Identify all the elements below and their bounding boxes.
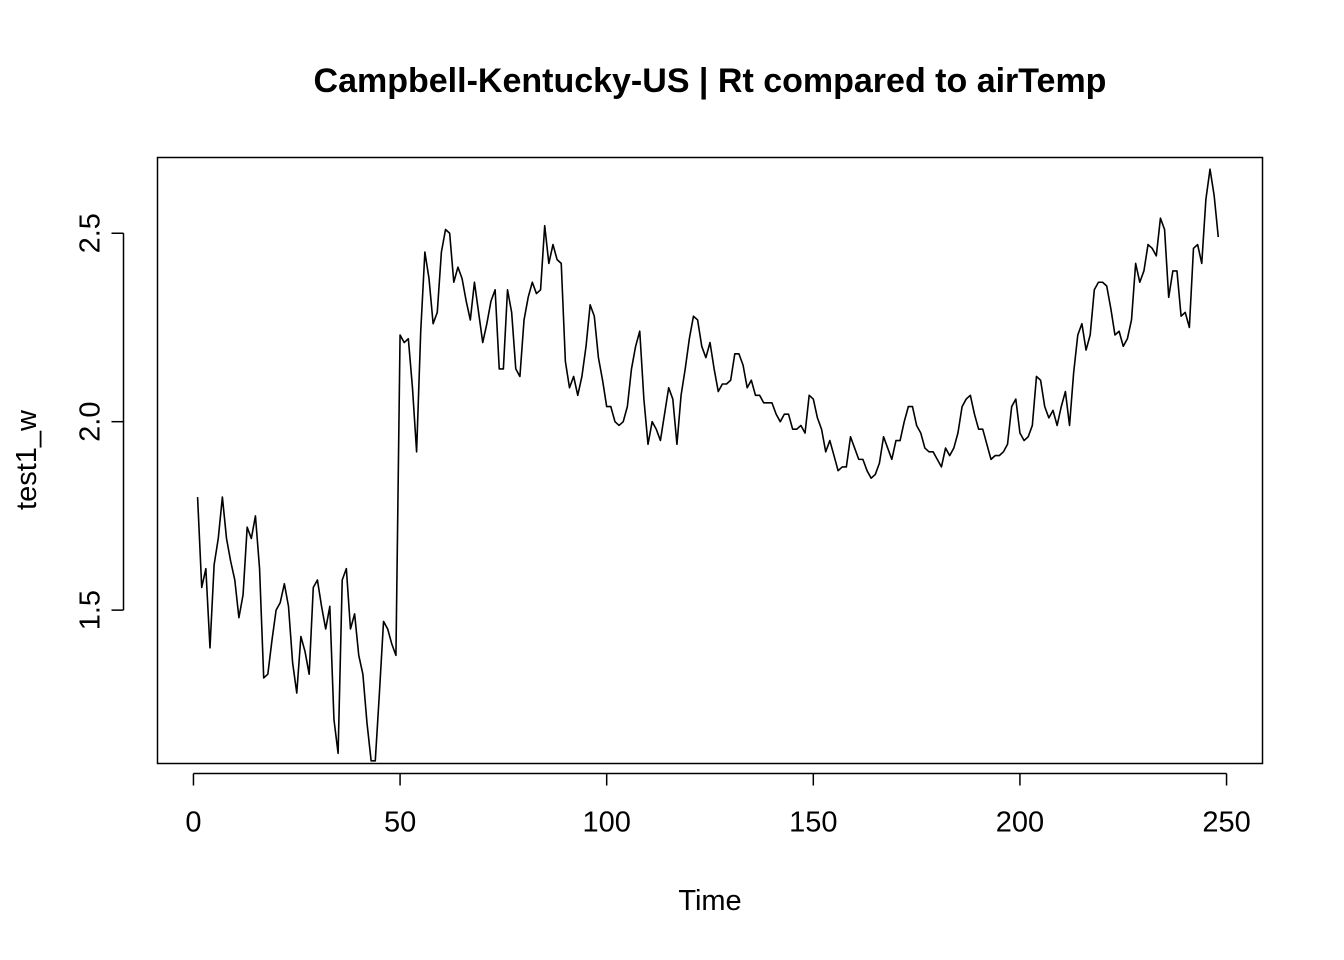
y-axis-label: test1_w <box>11 409 43 510</box>
x-tick-label: 200 <box>996 807 1044 839</box>
chart-title: Campbell-Kentucky-US | Rt compared to ai… <box>314 62 1107 100</box>
x-tick-label: 0 <box>185 807 201 839</box>
series-line <box>196 168 1220 762</box>
x-axis-label: Time <box>678 885 741 917</box>
y-tick-label: 2.5 <box>75 213 107 253</box>
x-tick-label: 250 <box>1202 807 1250 839</box>
x-tick-label: 100 <box>582 807 630 839</box>
y-tick-label: 2.0 <box>75 402 107 442</box>
y-axis: 1.5 2.0 2.5 <box>75 213 125 630</box>
plot-frame <box>156 156 1264 765</box>
x-tick-label: 150 <box>789 807 837 839</box>
x-axis: 0 50 100 150 200 250 <box>185 772 1251 839</box>
y-tick-label: 1.5 <box>75 590 107 630</box>
x-tick-label: 50 <box>384 807 416 839</box>
